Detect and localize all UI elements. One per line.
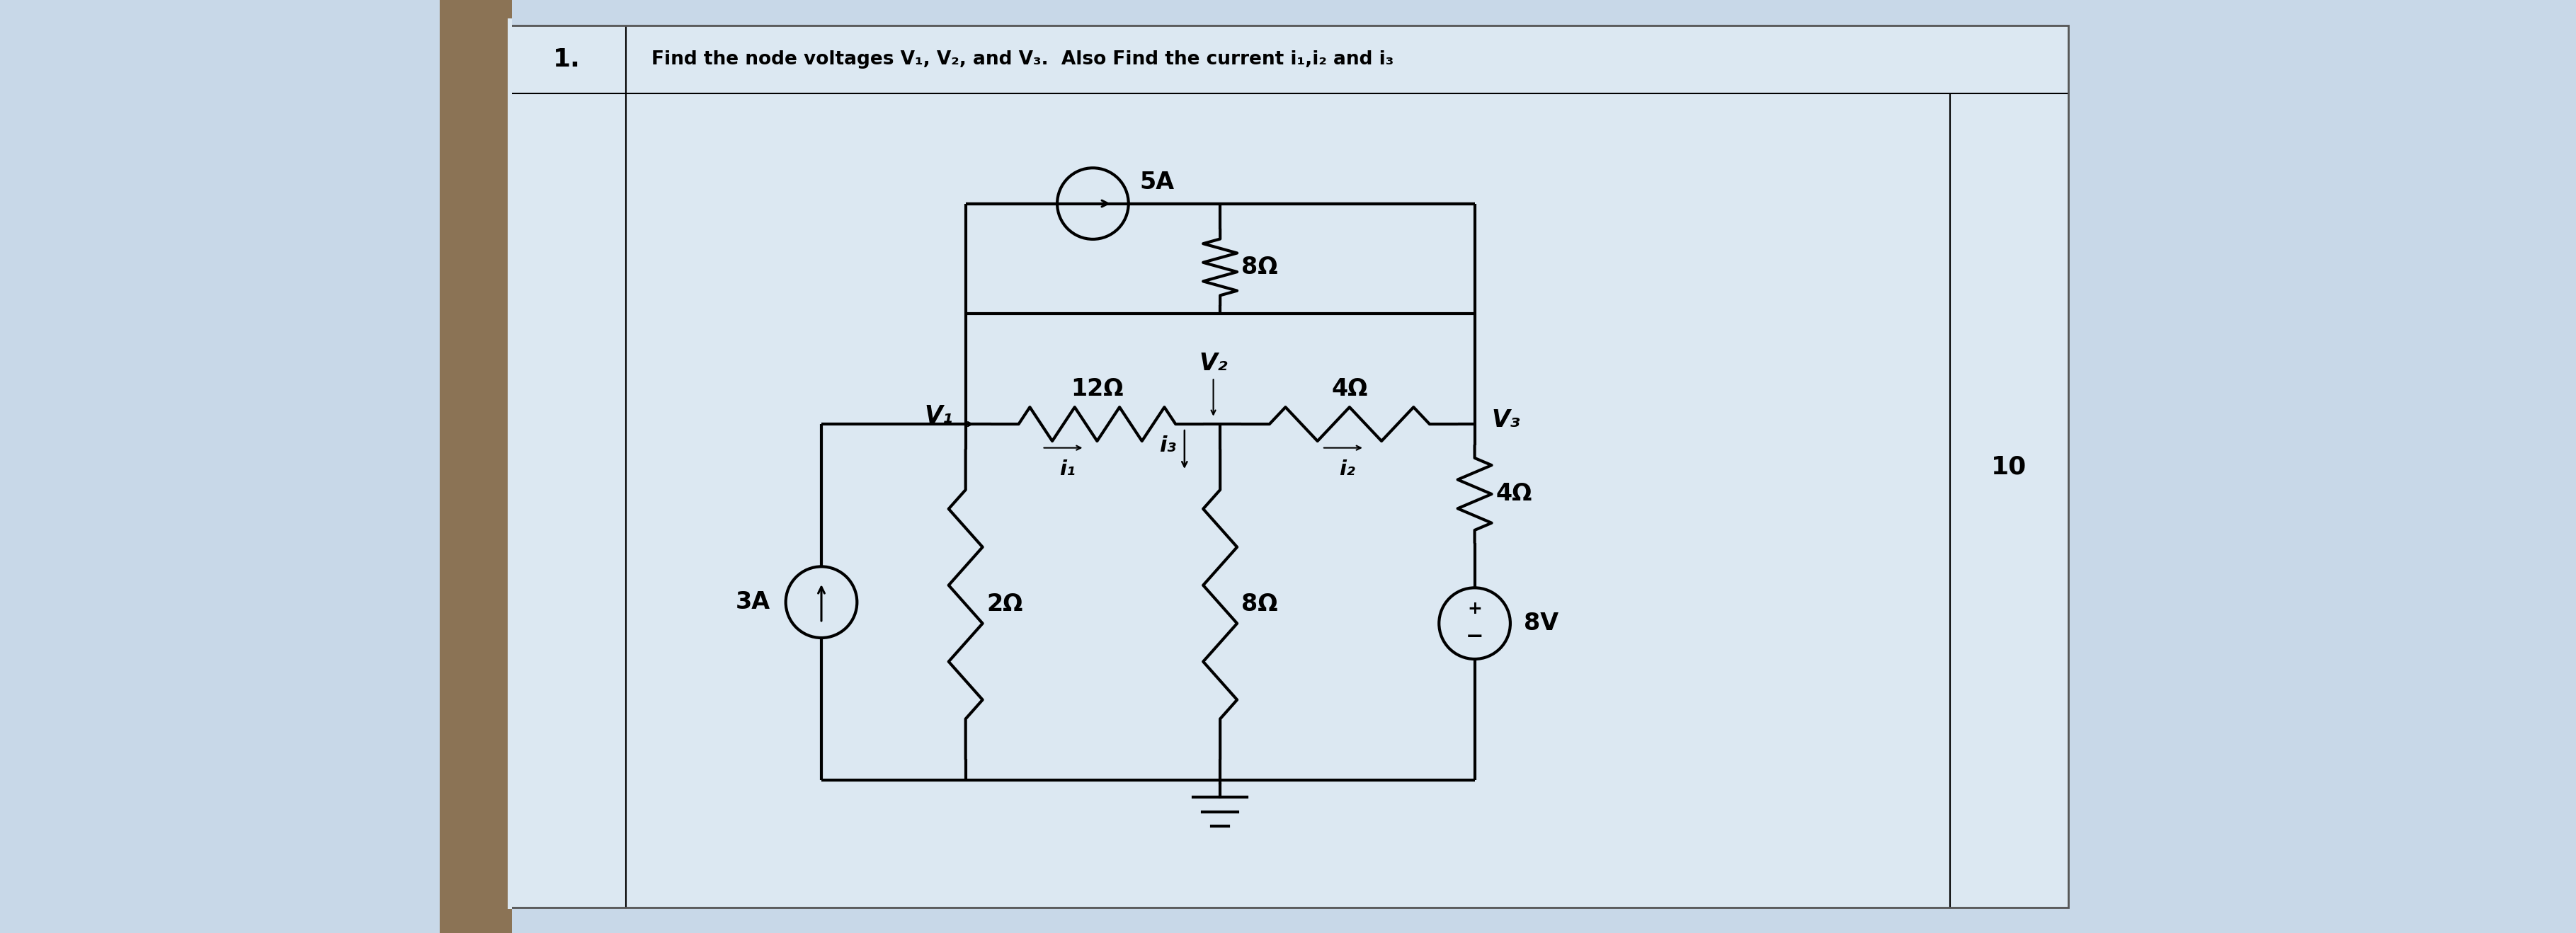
Text: 8Ω: 8Ω <box>1242 592 1278 616</box>
FancyBboxPatch shape <box>507 25 2069 908</box>
Text: 1.: 1. <box>554 48 580 72</box>
Text: 2Ω: 2Ω <box>987 592 1023 616</box>
Text: i₃: i₃ <box>1159 435 1177 455</box>
FancyBboxPatch shape <box>440 0 513 933</box>
Text: 12Ω: 12Ω <box>1072 377 1123 400</box>
Text: 5A: 5A <box>1139 171 1175 194</box>
FancyBboxPatch shape <box>507 19 513 910</box>
Text: V₁: V₁ <box>925 404 953 427</box>
Text: V₃: V₃ <box>1492 408 1520 432</box>
Text: −: − <box>1466 627 1484 648</box>
Text: +: + <box>1468 600 1481 617</box>
Text: 8V: 8V <box>1525 612 1558 635</box>
Text: 4Ω: 4Ω <box>1497 482 1533 506</box>
Text: 3A: 3A <box>737 591 770 614</box>
Text: i₂: i₂ <box>1340 460 1355 480</box>
Text: i₁: i₁ <box>1059 460 1074 480</box>
Text: 10: 10 <box>1991 454 2027 479</box>
Text: Find the node voltages V₁, V₂, and V₃.  Also Find the current i₁,i₂ and i₃: Find the node voltages V₁, V₂, and V₃. A… <box>652 50 1394 68</box>
Text: V₂: V₂ <box>1198 352 1229 375</box>
Text: 4Ω: 4Ω <box>1332 377 1368 400</box>
Text: 8Ω: 8Ω <box>1242 256 1278 279</box>
